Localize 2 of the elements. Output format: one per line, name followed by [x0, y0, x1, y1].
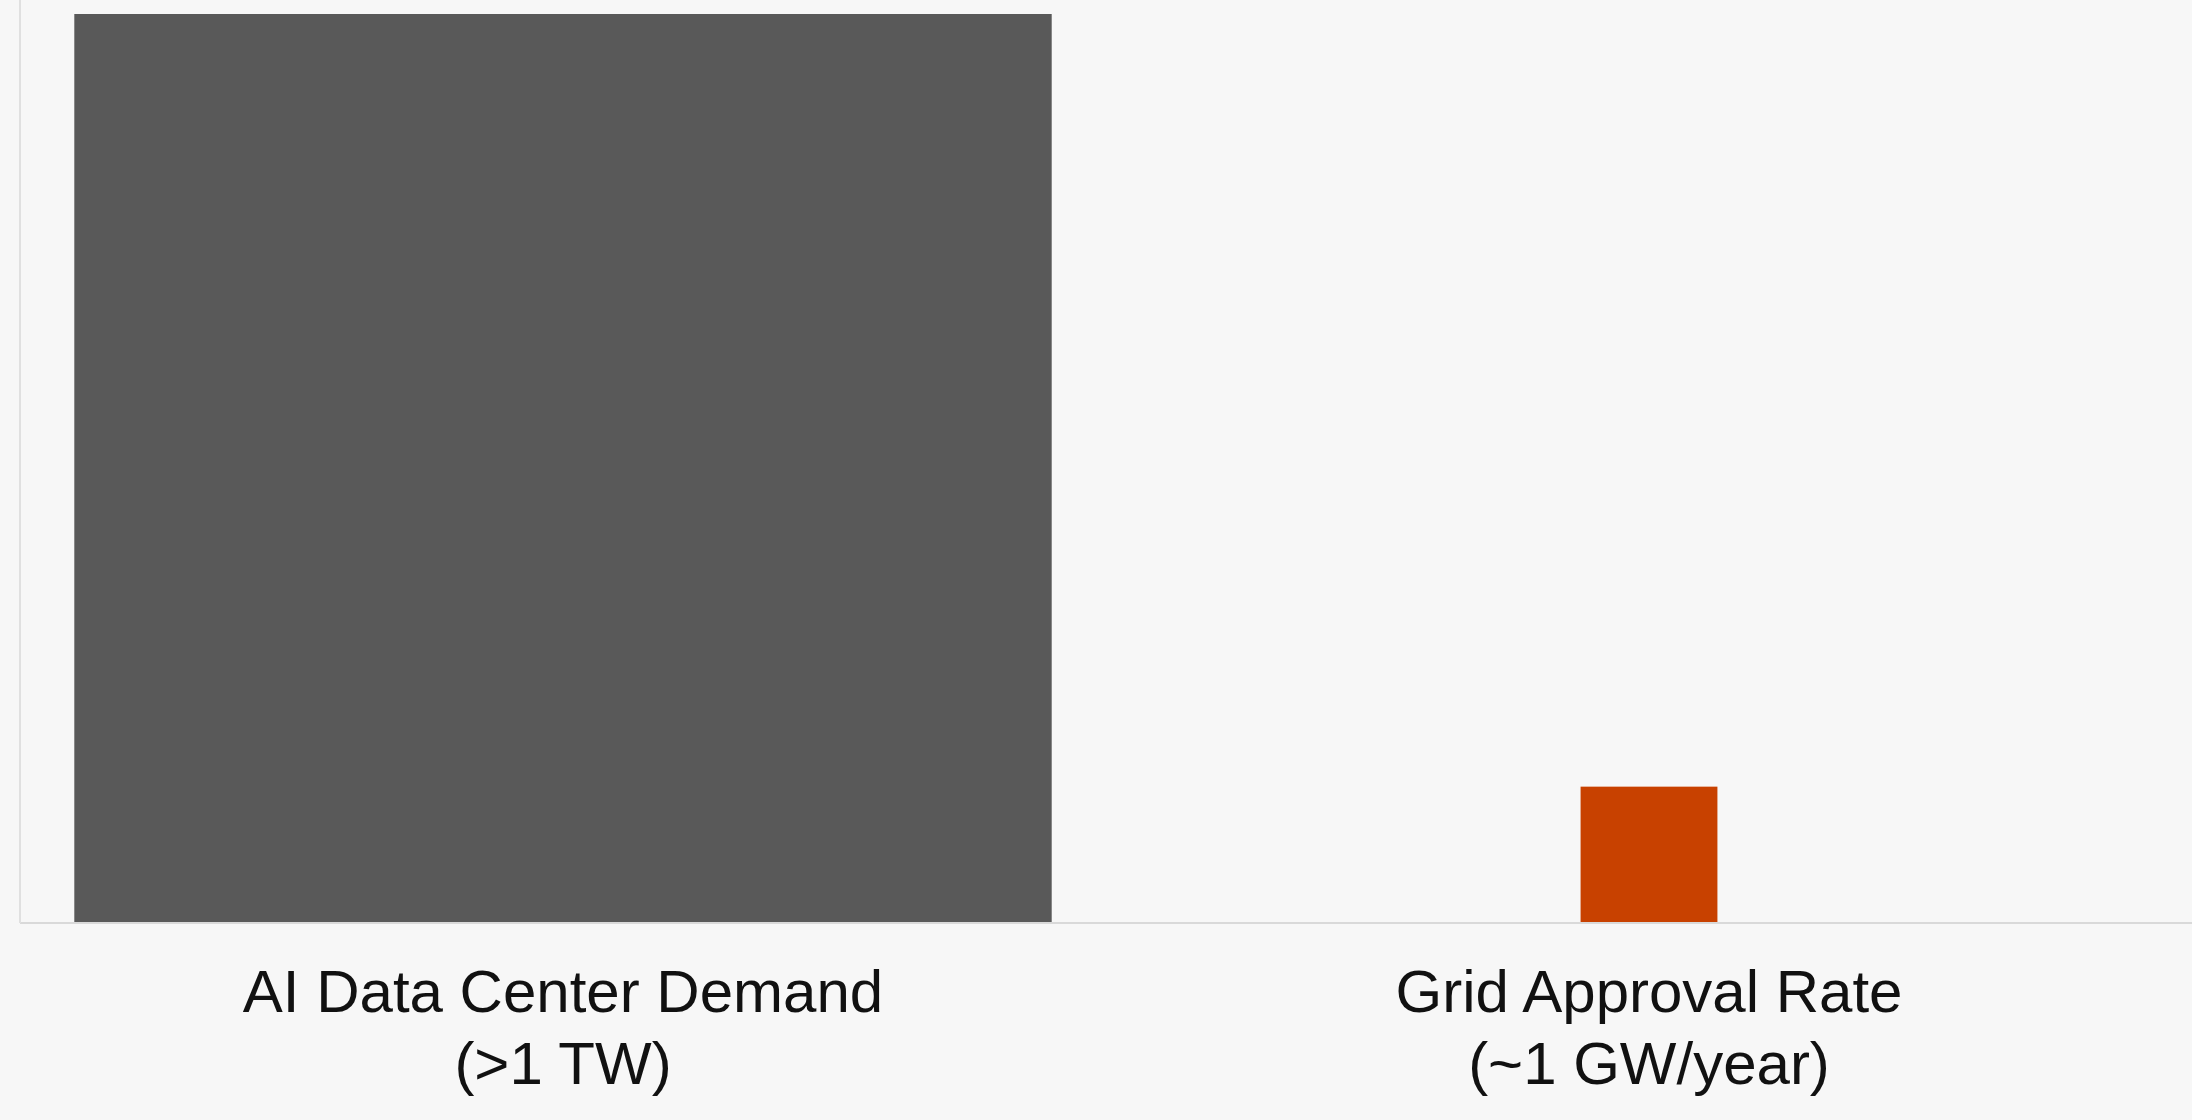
x-tick-label: Grid Approval Rate (~1 GW/year) [1395, 958, 1903, 1097]
x-tick-label: AI Data Center Demand (>1 TW) [242, 958, 884, 1097]
